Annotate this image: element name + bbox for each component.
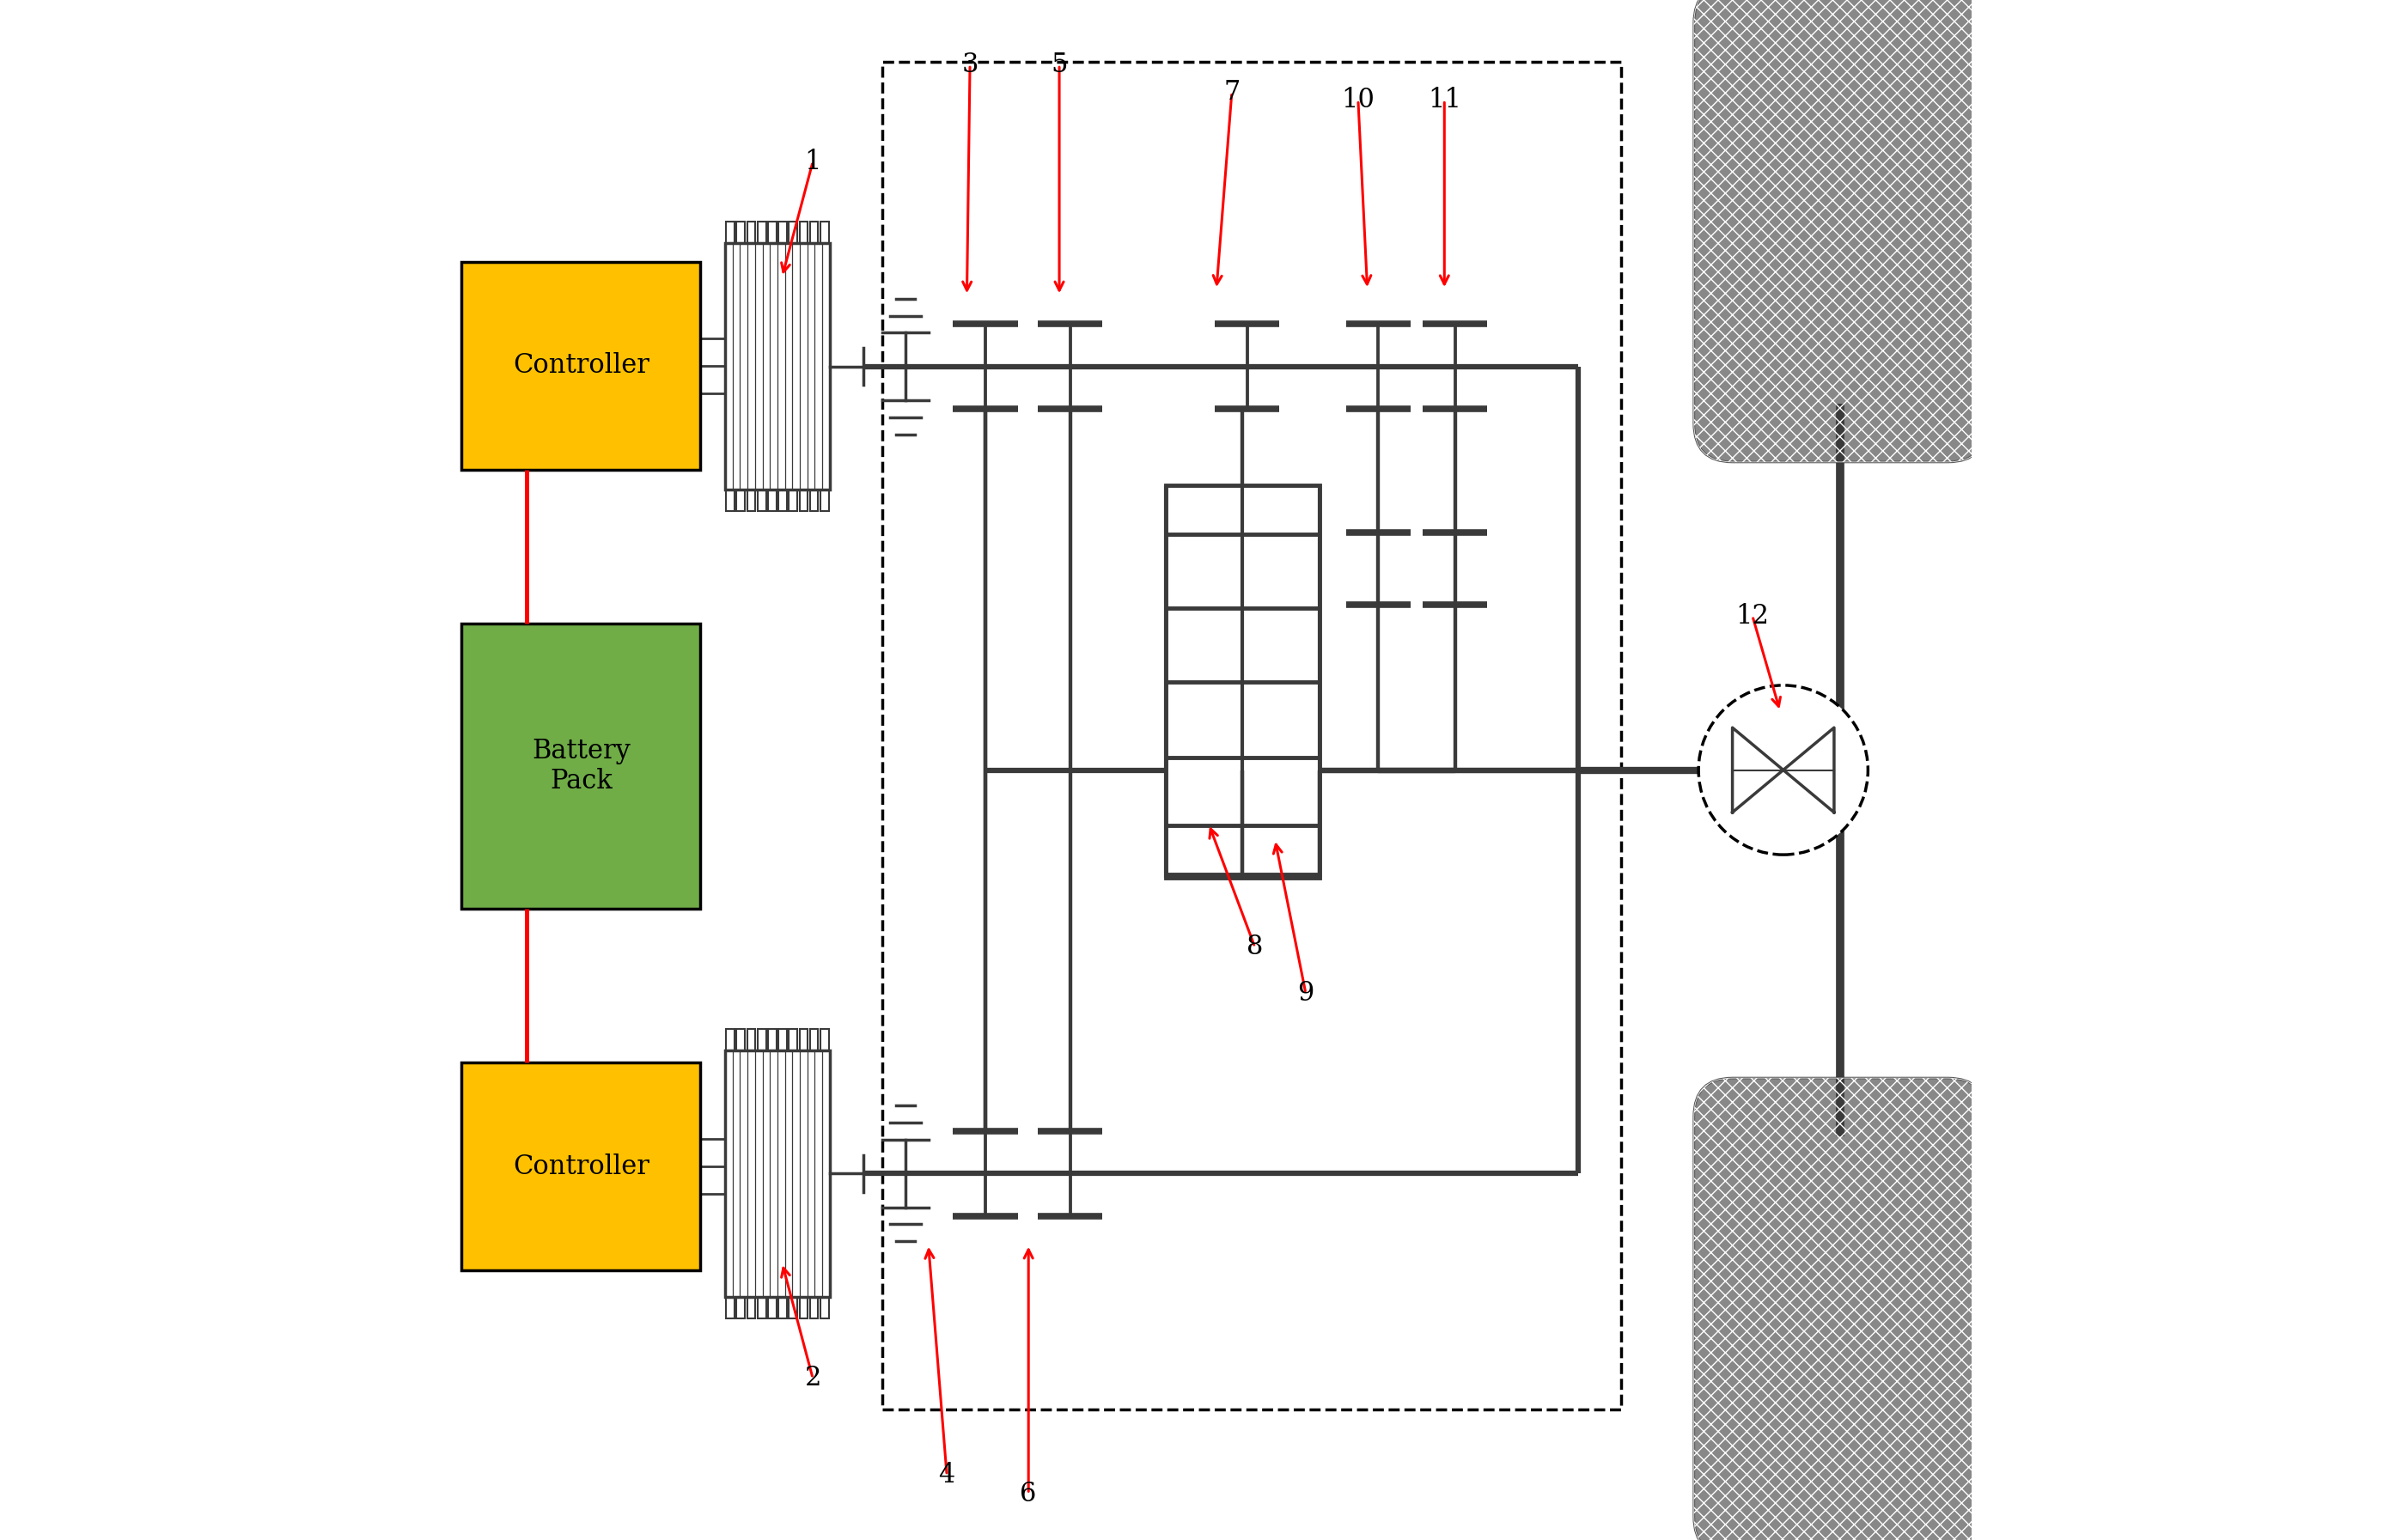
Text: Controller: Controller bbox=[512, 353, 649, 379]
Text: 2: 2 bbox=[805, 1364, 821, 1392]
Bar bbox=[800, 1297, 807, 1318]
Text: 9: 9 bbox=[1297, 979, 1314, 1007]
Bar bbox=[778, 1297, 788, 1318]
Bar bbox=[757, 490, 766, 511]
Bar bbox=[821, 1297, 829, 1318]
Bar bbox=[725, 1050, 829, 1297]
Bar bbox=[821, 222, 829, 243]
Bar bbox=[1165, 485, 1319, 878]
Bar bbox=[747, 222, 754, 243]
FancyBboxPatch shape bbox=[1693, 1078, 1986, 1540]
Text: Controller: Controller bbox=[512, 1153, 649, 1180]
Bar bbox=[725, 243, 829, 490]
Bar bbox=[800, 222, 807, 243]
Text: 4: 4 bbox=[939, 1461, 956, 1489]
Bar bbox=[800, 490, 807, 511]
Bar bbox=[725, 1029, 735, 1050]
Bar bbox=[461, 1063, 701, 1270]
Bar bbox=[778, 222, 788, 243]
Bar bbox=[788, 1297, 797, 1318]
Bar bbox=[725, 222, 735, 243]
FancyBboxPatch shape bbox=[1693, 0, 1986, 462]
Text: 1: 1 bbox=[805, 148, 821, 176]
Bar bbox=[769, 1029, 776, 1050]
Bar bbox=[809, 1029, 819, 1050]
Text: 3: 3 bbox=[961, 51, 978, 79]
Bar bbox=[737, 222, 745, 243]
Text: Battery
Pack: Battery Pack bbox=[531, 738, 629, 795]
Bar bbox=[809, 490, 819, 511]
Text: 7: 7 bbox=[1223, 79, 1239, 106]
Bar bbox=[737, 490, 745, 511]
Circle shape bbox=[1698, 685, 1869, 855]
Bar bbox=[769, 490, 776, 511]
Bar bbox=[757, 222, 766, 243]
Bar bbox=[809, 1297, 819, 1318]
Bar bbox=[800, 1029, 807, 1050]
Bar bbox=[461, 262, 701, 470]
Bar bbox=[821, 490, 829, 511]
Text: 8: 8 bbox=[1247, 933, 1263, 961]
Bar bbox=[737, 1297, 745, 1318]
Text: 6: 6 bbox=[1021, 1480, 1038, 1508]
Bar bbox=[747, 1297, 754, 1318]
Bar bbox=[757, 1029, 766, 1050]
Bar bbox=[821, 1029, 829, 1050]
Bar bbox=[725, 490, 735, 511]
Bar bbox=[788, 490, 797, 511]
Bar bbox=[757, 1297, 766, 1318]
Bar bbox=[747, 490, 754, 511]
Bar bbox=[882, 62, 1621, 1409]
Bar bbox=[788, 222, 797, 243]
Bar bbox=[461, 624, 701, 909]
Bar bbox=[725, 1297, 735, 1318]
Text: 11: 11 bbox=[1427, 86, 1460, 114]
Text: 5: 5 bbox=[1052, 51, 1066, 79]
Bar bbox=[809, 222, 819, 243]
Bar bbox=[769, 222, 776, 243]
Bar bbox=[778, 1029, 788, 1050]
Text: 12: 12 bbox=[1737, 602, 1770, 630]
Bar bbox=[737, 1029, 745, 1050]
Bar bbox=[747, 1029, 754, 1050]
Bar bbox=[769, 1297, 776, 1318]
Bar bbox=[788, 1029, 797, 1050]
Bar bbox=[778, 490, 788, 511]
Text: 10: 10 bbox=[1340, 86, 1374, 114]
